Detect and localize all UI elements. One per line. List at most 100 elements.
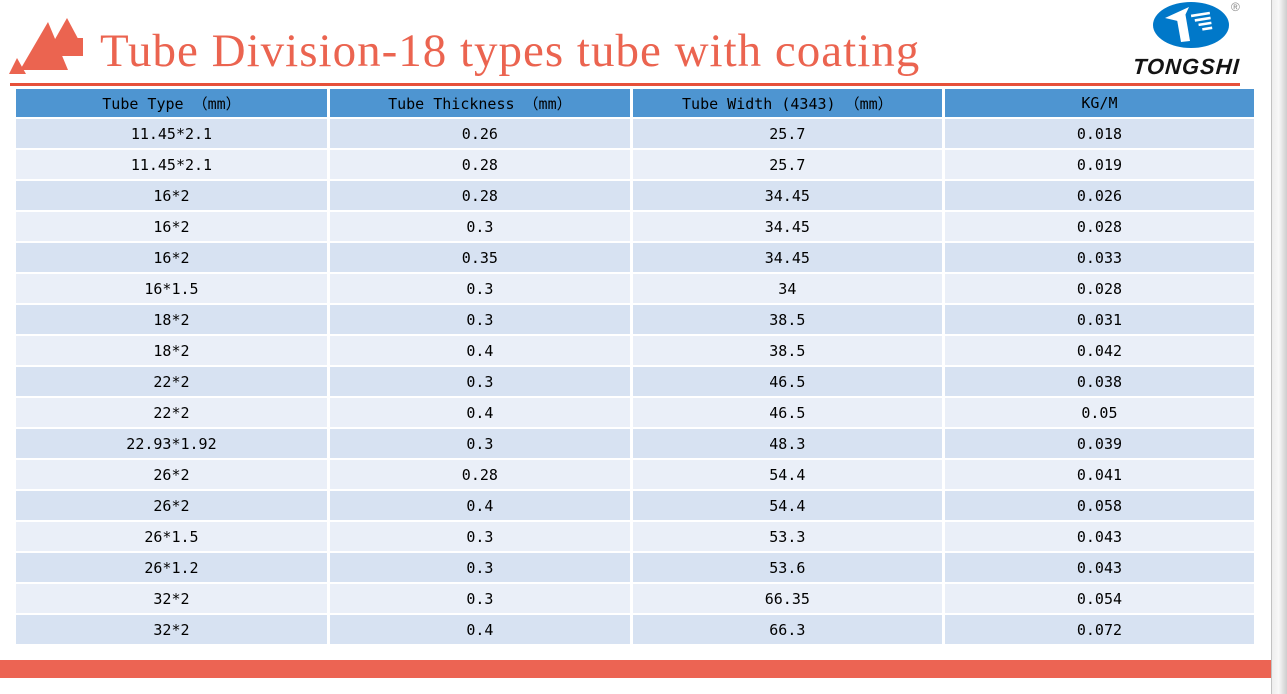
table-cell: 0.4 [329, 491, 630, 520]
table-cell: 66.35 [632, 584, 942, 613]
table-cell: 16*1.5 [16, 274, 327, 303]
table-cell: 16*2 [16, 212, 327, 241]
table-cell: 0.072 [944, 615, 1254, 644]
page-edge [1271, 0, 1287, 694]
table-cell: 34.45 [632, 181, 942, 210]
table-cell: 0.038 [944, 367, 1254, 396]
table-cell: 0.3 [329, 553, 630, 582]
table-cell: 53.6 [632, 553, 942, 582]
table-cell: 34.45 [632, 212, 942, 241]
table-cell: 26*1.2 [16, 553, 327, 582]
table-cell: 53.3 [632, 522, 942, 551]
table-cell: 38.5 [632, 336, 942, 365]
table-cell: 0.018 [944, 119, 1254, 148]
table-cell: 0.4 [329, 615, 630, 644]
tube-spec-table: Tube Type （mm） Tube Thickness （mm） Tube … [13, 87, 1257, 646]
table-cell: 46.5 [632, 367, 942, 396]
table-cell: 0.3 [329, 522, 630, 551]
table-cell: 38.5 [632, 305, 942, 334]
table-cell: 22*2 [16, 367, 327, 396]
title-underline [10, 83, 1240, 86]
brand-triangles-icon [9, 18, 83, 74]
table-cell: 54.4 [632, 491, 942, 520]
table-cell: 0.05 [944, 398, 1254, 427]
table-cell: 32*2 [16, 615, 327, 644]
registered-trademark: ® [1231, 0, 1240, 14]
table-cell: 48.3 [632, 429, 942, 458]
table-row: 26*2 0.28 54.4 0.041 [16, 460, 1254, 489]
table-cell: 0.028 [944, 212, 1254, 241]
table-cell: 0.4 [329, 336, 630, 365]
footer-accent-bar [0, 660, 1272, 678]
table-cell: 0.028 [944, 274, 1254, 303]
table-row: 32*2 0.3 66.35 0.054 [16, 584, 1254, 613]
table-cell: 18*2 [16, 305, 327, 334]
table-cell: 0.28 [329, 460, 630, 489]
table-row: 22*2 0.3 46.5 0.038 [16, 367, 1254, 396]
table-cell: 16*2 [16, 243, 327, 272]
table-cell: 0.3 [329, 305, 630, 334]
table-cell: 16*2 [16, 181, 327, 210]
table-cell: 32*2 [16, 584, 327, 613]
table-row: 11.45*2.1 0.28 25.7 0.019 [16, 150, 1254, 179]
table-cell: 0.043 [944, 522, 1254, 551]
table-cell: 66.3 [632, 615, 942, 644]
table-cell: 0.3 [329, 367, 630, 396]
table-row: 22*2 0.4 46.5 0.05 [16, 398, 1254, 427]
table-row: 16*2 0.3 34.45 0.028 [16, 212, 1254, 241]
tongshi-arrow-logo-icon [1153, 2, 1229, 48]
table-cell: 0.031 [944, 305, 1254, 334]
table-row: 18*2 0.4 38.5 0.042 [16, 336, 1254, 365]
table-row: 26*1.2 0.3 53.6 0.043 [16, 553, 1254, 582]
table-cell: 25.7 [632, 119, 942, 148]
table-cell: 0.3 [329, 584, 630, 613]
table-cell: 54.4 [632, 460, 942, 489]
table-cell: 11.45*2.1 [16, 119, 327, 148]
table-cell: 0.042 [944, 336, 1254, 365]
table-cell: 26*2 [16, 491, 327, 520]
table-cell: 0.041 [944, 460, 1254, 489]
table-cell: 0.3 [329, 274, 630, 303]
table-row: 26*2 0.4 54.4 0.058 [16, 491, 1254, 520]
table-cell: 0.026 [944, 181, 1254, 210]
table-row: 32*2 0.4 66.3 0.072 [16, 615, 1254, 644]
table-row: 22.93*1.92 0.3 48.3 0.039 [16, 429, 1254, 458]
table-cell: 18*2 [16, 336, 327, 365]
table-cell: 0.35 [329, 243, 630, 272]
table-cell: 0.054 [944, 584, 1254, 613]
column-header-tube-thickness: Tube Thickness （mm） [329, 89, 630, 117]
table-cell: 22*2 [16, 398, 327, 427]
table-cell: 26*1.5 [16, 522, 327, 551]
table-row: 18*2 0.3 38.5 0.031 [16, 305, 1254, 334]
brand-wordmark: TONGSHI [1132, 54, 1241, 79]
table-cell: 0.26 [329, 119, 630, 148]
table-cell: 46.5 [632, 398, 942, 427]
table-cell: 26*2 [16, 460, 327, 489]
table-cell: 0.4 [329, 398, 630, 427]
table-row: 16*2 0.35 34.45 0.033 [16, 243, 1254, 272]
table-cell: 34 [632, 274, 942, 303]
table-cell: 0.28 [329, 150, 630, 179]
column-header-tube-type: Tube Type （mm） [16, 89, 327, 117]
table-cell: 0.058 [944, 491, 1254, 520]
page-title: Tube Division-18 types tube with coating [100, 25, 921, 77]
table-cell: 34.45 [632, 243, 942, 272]
table-row: 11.45*2.1 0.26 25.7 0.018 [16, 119, 1254, 148]
column-header-kg-per-m: KG/M [944, 89, 1254, 117]
table-cell: 0.28 [329, 181, 630, 210]
table-cell: 11.45*2.1 [16, 150, 327, 179]
table-cell: 0.3 [329, 212, 630, 241]
table-header-row: Tube Type （mm） Tube Thickness （mm） Tube … [16, 89, 1254, 117]
table-cell: 25.7 [632, 150, 942, 179]
table-cell: 0.043 [944, 553, 1254, 582]
table-cell: 0.019 [944, 150, 1254, 179]
table-cell: 0.033 [944, 243, 1254, 272]
column-header-tube-width: Tube Width (4343) （mm） [632, 89, 942, 117]
table-cell: 0.039 [944, 429, 1254, 458]
table-cell: 22.93*1.92 [16, 429, 327, 458]
table-cell: 0.3 [329, 429, 630, 458]
table-row: 26*1.5 0.3 53.3 0.043 [16, 522, 1254, 551]
table-body: 11.45*2.1 0.26 25.7 0.018 11.45*2.1 0.28 25.7 0… [16, 119, 1254, 644]
table-row: 16*1.5 0.3 34 0.028 [16, 274, 1254, 303]
